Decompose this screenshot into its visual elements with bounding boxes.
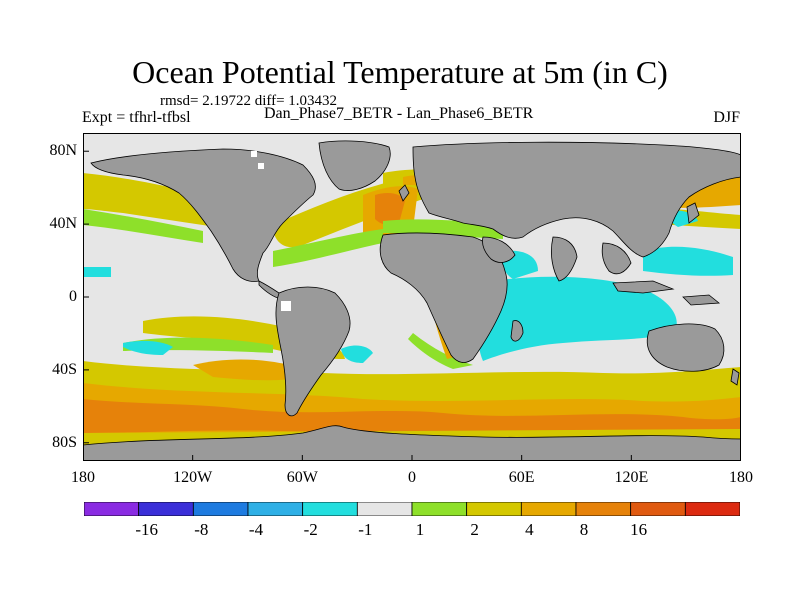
new-zealand-land — [730, 368, 740, 386]
colorbar-swatch — [575, 502, 632, 516]
lon-tick-label: 60E — [508, 469, 535, 486]
antarctica-land — [83, 425, 741, 461]
lat-tick-label: 80N — [49, 142, 77, 160]
colorbar-swatches — [84, 502, 740, 516]
colorbar-swatch — [192, 502, 249, 516]
colorbar-label: 8 — [579, 520, 589, 539]
lon-tick-label: 120W — [173, 469, 213, 486]
map-title: Ocean Potential Temperature at 5m (in C) — [132, 54, 668, 90]
colorbar-label: -2 — [303, 520, 318, 539]
colorbar-swatch — [684, 502, 740, 516]
experiment-label: Expt = tfhrl-tfbsl — [82, 109, 191, 126]
lat-tick-label: 40S — [52, 360, 77, 378]
indian-ocean-cyan — [477, 276, 677, 361]
new-guinea-land — [682, 294, 721, 306]
north-pacific-green — [83, 209, 203, 243]
lon-tick-label: 180 — [729, 469, 753, 486]
lon-tick-label: 120E — [614, 469, 649, 486]
colorbar-swatch — [302, 502, 358, 516]
stats-label: rmsd= 2.19722 diff= 1.03432 — [160, 93, 338, 109]
world-map — [83, 133, 741, 461]
missing-cell — [251, 151, 257, 157]
eurasia-land — [412, 141, 741, 258]
colorbar-label: -16 — [135, 520, 158, 539]
india-land — [551, 236, 578, 282]
lon-tick-label: 0 — [408, 469, 416, 486]
arabia-land — [482, 236, 516, 263]
lat-tick-label: 40N — [49, 215, 77, 233]
colorbar-label: -1 — [358, 520, 373, 539]
lon-tick-label: 180 — [71, 469, 95, 486]
uk-land — [398, 184, 410, 202]
colorbar — [84, 502, 740, 516]
map-panel — [83, 133, 741, 461]
southeast-asia-land — [601, 242, 632, 275]
colorbar-swatch — [84, 502, 140, 516]
south-pacific-swirl-orange — [193, 359, 313, 381]
frame-ticks — [83, 150, 741, 461]
lon-tick-label: 60W — [286, 469, 318, 486]
madagascar-land — [510, 320, 524, 342]
south-america-land — [275, 286, 351, 417]
south-pacific-cyan — [123, 340, 173, 355]
south-atlantic-cyan — [341, 345, 373, 363]
season-label: DJF — [713, 109, 740, 126]
east-pacific-cyan — [83, 267, 111, 277]
west-pacific-cyan — [643, 246, 733, 276]
colorbar-swatch — [138, 502, 194, 516]
greenland-land — [318, 140, 391, 191]
colorbar-label: 16 — [630, 520, 648, 539]
lat-tick-label: 0 — [69, 288, 77, 305]
africa-land — [379, 232, 508, 363]
colorbar-swatch — [520, 502, 577, 516]
southern-ocean-deep-orange-band — [83, 399, 741, 433]
gulf-stream-deep-orange — [375, 193, 405, 226]
colorbar-swatch — [247, 502, 304, 516]
colorbar-swatch — [630, 502, 686, 516]
colorbar-swatch — [466, 502, 522, 516]
colorbar-label: -4 — [248, 520, 264, 539]
colorbar-label: 2 — [470, 520, 479, 539]
indonesia-land — [612, 280, 675, 294]
colorbar-label: 4 — [525, 520, 534, 539]
colorbar-label: -8 — [194, 520, 209, 539]
colorbar-swatch — [356, 502, 413, 516]
colorbar-label: 1 — [415, 520, 425, 539]
colorbar-swatch — [411, 502, 468, 516]
missing-cell — [281, 301, 291, 311]
japan-land — [686, 202, 700, 224]
north-america-land — [90, 148, 316, 282]
lat-tick-label: 80S — [52, 433, 77, 451]
comparison-subtitle: Dan_Phase7_BETR - Lan_Phase6_BETR — [264, 105, 534, 122]
missing-cell — [258, 163, 264, 169]
tropical-atlantic-green — [273, 229, 383, 267]
australia-land — [646, 323, 725, 372]
